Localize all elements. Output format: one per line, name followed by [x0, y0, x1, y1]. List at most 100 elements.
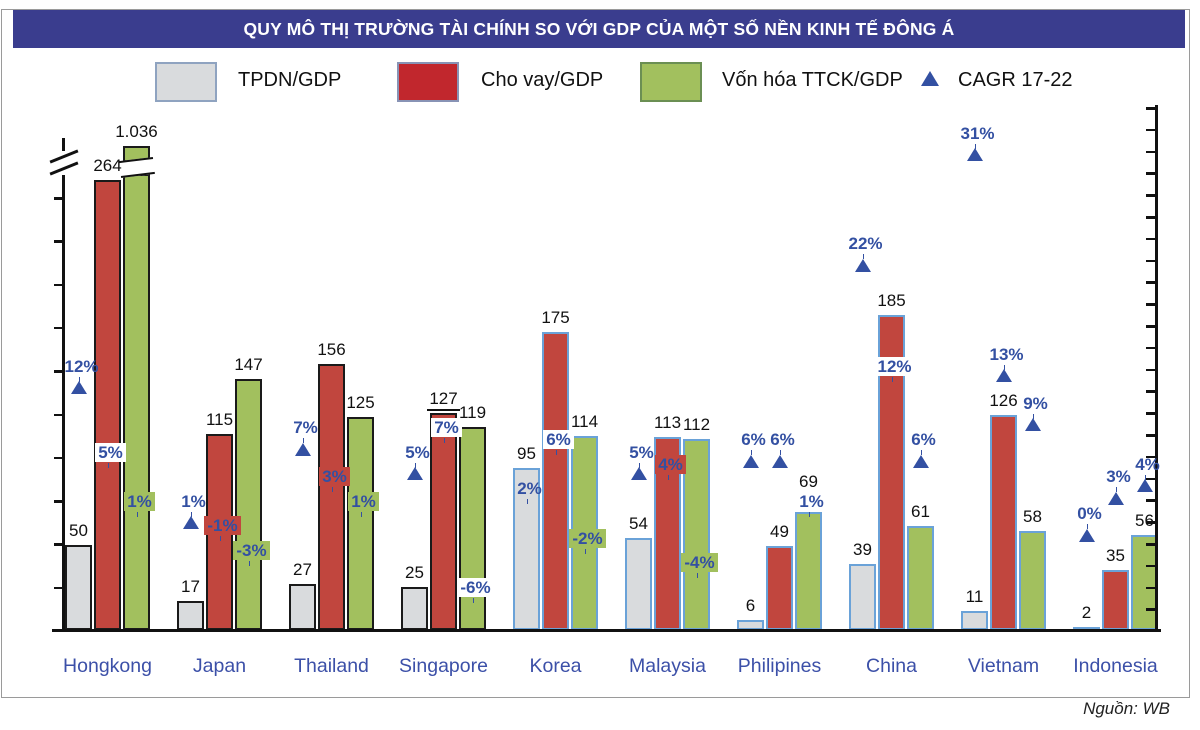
- right-axis-tick: [1146, 216, 1155, 219]
- cagr-triangle-icon: [742, 454, 759, 468]
- cagr-connector: [526, 499, 528, 505]
- bar-value-label: 264: [93, 155, 122, 175]
- right-axis-tick: [1146, 499, 1155, 502]
- cagr-value-label: 2%: [517, 479, 542, 499]
- cagr-value-label: -6%: [443, 577, 509, 597]
- left-axis-tick: [54, 413, 63, 416]
- cagr-value-label: 5%: [78, 442, 144, 462]
- right-axis-tick: [1146, 128, 1155, 132]
- bar-value-label: 39: [853, 539, 872, 559]
- right-axis-tick: [1146, 390, 1155, 393]
- chart-title-banner: QUY MÔ THỊ TRƯỜNG TÀI CHÍNH SO VỚI GDP C…: [13, 10, 1185, 48]
- cagr-value-label: 31%: [960, 123, 995, 143]
- bar-value-label: 49: [770, 522, 789, 542]
- cagr-value-label: 12%: [64, 356, 99, 376]
- bar-value-label: 147: [234, 355, 263, 375]
- cagr-value-label: 4%: [638, 454, 704, 474]
- cagr-value-label: 3%: [302, 467, 368, 487]
- cagr-value-label: -2%: [555, 528, 621, 548]
- cagr-connector: [190, 511, 192, 517]
- cagr-value-label: 6%: [911, 430, 936, 450]
- x-axis-label-thailand: Thailand: [294, 655, 369, 677]
- right-axis-tick: [1146, 237, 1155, 241]
- cagr-connector: [696, 573, 698, 579]
- right-axis-tick: [1146, 477, 1155, 481]
- bar-value-label: 119: [458, 403, 487, 423]
- bar-value-label: 27: [293, 559, 312, 579]
- right-axis-tick: [1146, 543, 1155, 546]
- legend-label-cagr: CAGR 17-22: [958, 69, 1073, 91]
- cagr-connector: [302, 438, 304, 444]
- cagr-triangle-icon: [854, 258, 871, 272]
- cagr-connector: [219, 536, 221, 542]
- bar-chovay-vietnam: [990, 415, 1017, 630]
- bar-value-label: 112: [682, 415, 711, 435]
- bar-value-label: 156: [317, 340, 346, 360]
- x-axis-label-vietnam: Vietnam: [967, 655, 1040, 677]
- bar-chovay-hongkong: [94, 179, 121, 630]
- cagr-connector: [667, 474, 669, 480]
- cagr-value-label: 22%: [848, 234, 883, 254]
- cagr-connector: [974, 143, 976, 149]
- legend-label-vonhoa: Vốn hóa TTCK/GDP: [722, 69, 903, 91]
- cagr-connector: [136, 511, 138, 517]
- right-axis-tick: [1146, 412, 1155, 415]
- bar-tpdn-hongkong: [65, 544, 92, 630]
- bar-value-label: 185: [877, 290, 906, 310]
- bar-vonhoa-thailand: [347, 416, 374, 630]
- cagr-value-label: 1%: [181, 491, 206, 511]
- cagr-value-label: 1%: [331, 491, 397, 511]
- cagr-value-label: 13%: [989, 344, 1024, 364]
- legend-label-tpdn: TPDN/GDP: [238, 69, 342, 91]
- cagr-connector: [808, 511, 810, 517]
- cagr-connector: [1144, 474, 1146, 480]
- bar-tpdn-thailand: [289, 583, 316, 630]
- cagr-value-label: 5%: [629, 442, 654, 462]
- right-axis-tick: [1146, 434, 1155, 437]
- x-axis-label-singapore: Singapore: [399, 655, 488, 677]
- bar-value-label: 114: [570, 411, 599, 431]
- right-axis-tick: [1146, 521, 1155, 524]
- cagr-triangle-icon: [1078, 528, 1095, 542]
- cagr-connector: [555, 450, 557, 456]
- cagr-connector: [920, 450, 922, 456]
- bar-chovay-singapore: [430, 413, 457, 630]
- source-note: Nguồn: WB: [1083, 699, 1170, 718]
- cagr-connector: [638, 462, 640, 468]
- cagr-value-label: -4%: [667, 553, 733, 573]
- cagr-connector: [331, 487, 333, 493]
- y-axis-left: [62, 138, 65, 632]
- right-axis-tick: [1146, 325, 1155, 328]
- cagr-triangle-icon: [771, 454, 788, 468]
- cagr-connector: [1115, 487, 1117, 493]
- cagr-triangle-icon: [912, 454, 929, 468]
- cagr-triangle-icon: [182, 516, 199, 530]
- cagr-value-label: -3%: [219, 540, 285, 560]
- x-axis-label-hongkong: Hongkong: [63, 655, 152, 677]
- cagr-value-label: 1%: [107, 491, 173, 511]
- bar-value-label: 175: [541, 307, 570, 327]
- cagr-triangle-icon: [995, 369, 1012, 383]
- right-axis-tick: [1146, 564, 1155, 568]
- left-axis-tick: [54, 543, 63, 546]
- cagr-triangle-icon: [294, 442, 311, 456]
- cagr-triangle-icon: [1107, 491, 1124, 505]
- bar-value-label: 1.036: [115, 122, 158, 141]
- bar-value-label: 2: [1081, 602, 1092, 622]
- bar-vonhoa-japan: [235, 379, 262, 630]
- right-axis-tick: [1146, 281, 1155, 284]
- bar-chovay-korea: [542, 331, 569, 630]
- bar-value-label: 6: [745, 595, 756, 615]
- bar-value-label: 11: [965, 587, 984, 607]
- cagr-value-label: 6%: [770, 430, 795, 450]
- bar-tpdn-korea: [513, 468, 540, 630]
- right-axis-tick: [1146, 455, 1155, 459]
- bar-value-label: 25: [405, 563, 424, 583]
- cagr-connector: [862, 254, 864, 260]
- cagr-connector: [1032, 413, 1034, 419]
- bar-value-label: 61: [911, 501, 930, 521]
- legend-swatch-vonhoa: [640, 62, 702, 102]
- x-axis-label-philipines: Philipines: [737, 655, 822, 677]
- y-axis-right: [1155, 105, 1158, 632]
- cagr-value-label: 1%: [799, 491, 824, 511]
